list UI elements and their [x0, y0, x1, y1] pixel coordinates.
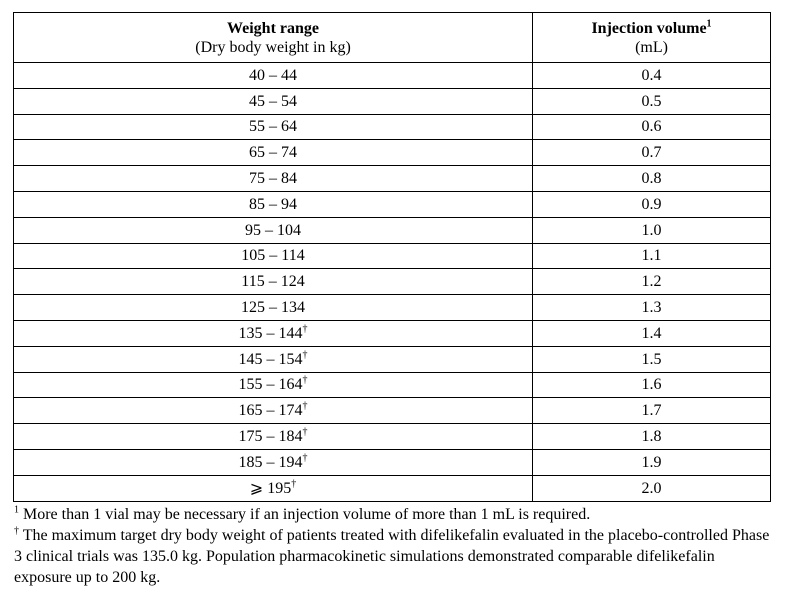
weight-range-cell: 95 – 104: [13, 216, 533, 244]
weight-range-title: Weight range: [227, 19, 319, 37]
injection-volume-cell: 1.5: [532, 345, 771, 373]
table-row: 125 – 134 1.3: [13, 294, 771, 321]
table-row: 65 – 74 0.7: [13, 139, 771, 167]
injection-volume-cell: 0.5: [532, 87, 771, 115]
weight-range-value: 65 – 74: [249, 144, 297, 162]
injection-volume-header: Injection volume1 (mL): [532, 12, 771, 63]
injection-volume-cell: 1.0: [532, 216, 771, 244]
injection-volume-subtitle: (mL): [635, 38, 668, 56]
weight-range-value: 185 – 194: [238, 453, 303, 471]
footnote-1-marker: 1: [706, 18, 712, 30]
dagger-marker: †: [291, 478, 297, 490]
weight-range-cell: 185 – 194†: [13, 448, 533, 476]
weight-range-value: 40 – 44: [249, 66, 297, 84]
table-row: 165 – 174† 1.7: [13, 397, 771, 425]
injection-volume-cell: 1.9: [532, 448, 771, 476]
injection-volume-cell: 1.8: [532, 423, 771, 450]
table-row: ⩾ 195† 2.0: [13, 474, 771, 502]
injection-volume-cell: 1.4: [532, 319, 771, 347]
table-row: 135 – 144† 1.4: [13, 319, 771, 347]
weight-range-value: 155 – 164: [238, 376, 303, 394]
injection-volume-cell: 0.4: [532, 62, 771, 89]
table-row: 155 – 164† 1.6: [13, 371, 771, 399]
weight-range-cell: 105 – 114: [13, 242, 533, 270]
injection-volume-cell: 0.8: [532, 165, 771, 192]
injection-volume-cell: 1.7: [532, 397, 771, 425]
table-row: 115 – 124 1.2: [13, 268, 771, 296]
injection-volume-cell: 1.3: [532, 294, 771, 321]
weight-range-cell: 55 – 64: [13, 113, 533, 141]
dagger-marker: †: [302, 349, 308, 361]
weight-range-cell: 155 – 164†: [13, 371, 533, 399]
weight-range-cell: 45 – 54: [13, 87, 533, 115]
weight-range-subtitle: (Dry body weight in kg): [195, 38, 351, 56]
weight-range-cell: 65 – 74: [13, 139, 533, 167]
weight-range-cell: ⩾ 195†: [13, 474, 533, 502]
injection-volume-title-text: Injection volume: [591, 19, 707, 37]
injection-volume-cell: 1.6: [532, 371, 771, 399]
weight-range-cell: 165 – 174†: [13, 397, 533, 425]
injection-volume-cell: 0.9: [532, 190, 771, 218]
table-row: 40 – 44 0.4: [13, 62, 771, 89]
footnote-1-text: More than 1 vial may be necessary if an …: [19, 506, 591, 523]
dagger-marker: †: [302, 452, 308, 464]
table-row: 175 – 184† 1.8: [13, 423, 771, 450]
weight-range-value: 85 – 94: [249, 195, 297, 213]
weight-range-cell: 40 – 44: [13, 62, 533, 89]
weight-range-value: 75 – 84: [249, 170, 297, 188]
weight-range-cell: 125 – 134: [13, 294, 533, 321]
weight-range-value: 135 – 144: [238, 324, 303, 342]
injection-volume-title: Injection volume1: [533, 19, 770, 38]
weight-range-cell: 135 – 144†: [13, 319, 533, 347]
injection-volume-cell: 2.0: [532, 474, 771, 502]
weight-range-value: 125 – 134: [241, 299, 305, 317]
weight-range-value: 175 – 184: [238, 428, 303, 446]
table-row: 85 – 94 0.9: [13, 190, 771, 218]
table-row: 145 – 154† 1.5: [13, 345, 771, 373]
injection-volume-cell: 1.1: [532, 242, 771, 270]
weight-range-cell: 115 – 124: [13, 268, 533, 296]
footnote-dagger: † The maximum target dry body weight of …: [14, 525, 774, 588]
weight-range-cell: 75 – 84: [13, 165, 533, 192]
weight-range-cell: 85 – 94: [13, 190, 533, 218]
table-row: 95 – 104 1.0: [13, 216, 771, 244]
dosing-table: Weight range (Dry body weight in kg) Inj…: [13, 12, 771, 502]
weight-range-cell: 145 – 154†: [13, 345, 533, 373]
injection-volume-cell: 1.2: [532, 268, 771, 296]
weight-range-value: 105 – 114: [241, 247, 305, 265]
weight-range-value: 115 – 124: [241, 273, 305, 291]
table-row: 185 – 194† 1.9: [13, 448, 771, 476]
footnote-1-symbol: 1: [14, 504, 19, 516]
table-header-row: Weight range (Dry body weight in kg) Inj…: [13, 12, 771, 63]
table-row: 75 – 84 0.8: [13, 165, 771, 192]
dagger-marker: †: [302, 323, 308, 335]
table-row: 55 – 64 0.6: [13, 113, 771, 141]
injection-volume-cell: 0.7: [532, 139, 771, 167]
weight-range-value: 165 – 174: [238, 402, 303, 420]
footnote-dagger-text: The maximum target dry body weight of pa…: [14, 527, 770, 586]
table-row: 105 – 114 1.1: [13, 242, 771, 270]
table-row: 45 – 54 0.5: [13, 87, 771, 115]
weight-range-cell: 175 – 184†: [13, 423, 533, 450]
weight-range-value: 95 – 104: [245, 221, 301, 239]
weight-range-value: 55 – 64: [249, 118, 297, 136]
weight-range-value: 145 – 154: [238, 350, 303, 368]
weight-range-value: 45 – 54: [249, 92, 297, 110]
dagger-marker: †: [302, 375, 308, 387]
weight-range-header: Weight range (Dry body weight in kg): [13, 12, 533, 63]
dagger-marker: †: [302, 400, 308, 412]
dagger-marker: †: [302, 426, 308, 438]
injection-volume-cell: 0.6: [532, 113, 771, 141]
footnote-1: 1 More than 1 vial may be necessary if a…: [14, 504, 774, 525]
weight-range-value: ⩾ 195: [249, 479, 292, 497]
footnote-dagger-symbol: †: [14, 525, 19, 537]
